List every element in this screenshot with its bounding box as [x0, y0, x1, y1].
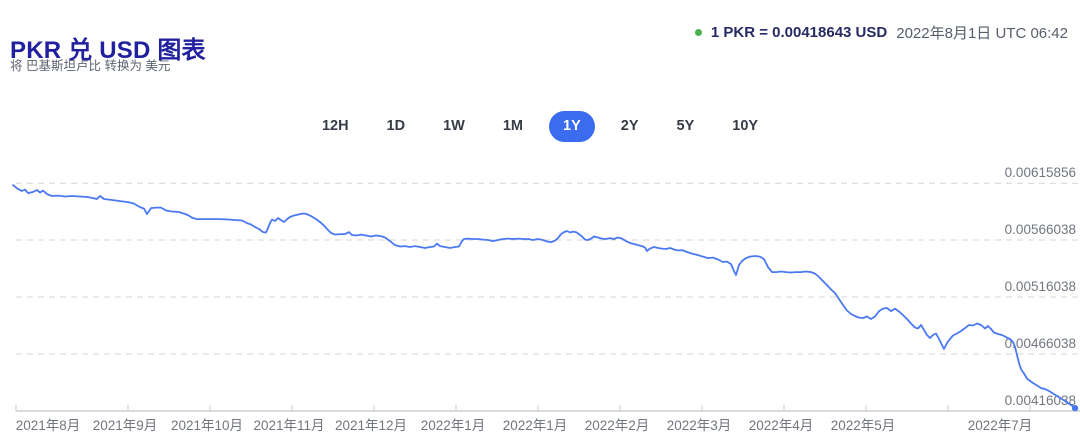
- range-selector: 12H 1D 1W 1M 1Y 2Y 5Y 10Y: [0, 111, 1080, 142]
- x-axis-label: 2021年9月: [93, 418, 158, 433]
- current-quote: 1 PKR = 0.00418643 USD 2022年8月1日 UTC 06:…: [694, 22, 1068, 43]
- y-axis-label: 0.00566038: [1005, 222, 1076, 237]
- x-axis-label: 2022年3月: [667, 418, 732, 433]
- range-button-2y[interactable]: 2Y: [609, 112, 651, 141]
- x-axis-label: 2021年11月: [253, 418, 324, 433]
- x-axis-label: 2022年5月: [831, 418, 896, 433]
- x-axis-label: 2022年2月: [585, 418, 650, 433]
- conversion-subtitle: 将 巴基斯坦卢比 转换为 美元: [10, 59, 171, 73]
- range-button-1m[interactable]: 1M: [491, 112, 535, 141]
- range-button-1d[interactable]: 1D: [375, 112, 418, 141]
- range-button-12h[interactable]: 12H: [310, 112, 361, 141]
- x-axis-label: 2022年7月: [968, 418, 1033, 433]
- range-button-1w[interactable]: 1W: [431, 112, 477, 141]
- range-button-1y[interactable]: 1Y: [549, 111, 595, 142]
- y-axis-label: 0.00516038: [1005, 279, 1076, 294]
- x-axis-label: 2022年1月: [503, 418, 568, 433]
- y-axis-label: 0.00615856: [1005, 165, 1076, 180]
- quote-timestamp: 2022年8月1日 UTC 06:42: [896, 25, 1068, 42]
- exchange-rate-chart[interactable]: 0.00615856 0.00566038 0.00516038 0.00466038…: [0, 150, 1080, 447]
- last-price-dot-icon: [1071, 404, 1079, 412]
- x-axis-label: 2022年4月: [749, 418, 814, 433]
- range-button-5y[interactable]: 5Y: [665, 112, 707, 141]
- x-axis-label: 2022年1月: [421, 418, 486, 433]
- price-line[interactable]: [12, 184, 1076, 410]
- page-title: PKR 兑 USD 图表: [10, 37, 206, 65]
- y-axis-label: 0.00466038: [1005, 336, 1076, 351]
- live-status-dot-icon: [694, 29, 702, 36]
- x-axis-label: 2021年12月: [335, 418, 407, 433]
- range-button-10y[interactable]: 10Y: [720, 112, 770, 141]
- x-axis-label: 2021年10月: [171, 418, 243, 433]
- x-axis-label: 2021年8月: [16, 418, 81, 433]
- current-rate: 1 PKR = 0.00418643 USD: [710, 24, 888, 41]
